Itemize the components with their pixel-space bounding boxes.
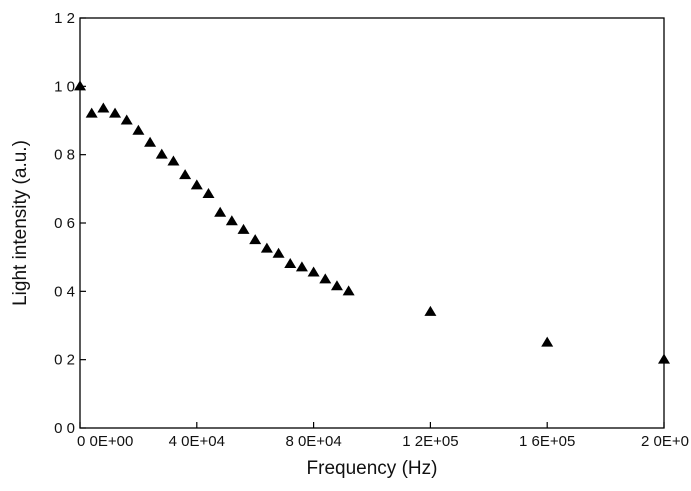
data-point-triangle — [85, 107, 98, 118]
x-tick-labels: 0 0E+00 4 0E+04 8 0E+04 1 2E+05 1 6E+05 2 0E+… — [77, 433, 689, 450]
data-point-triangle — [179, 169, 192, 180]
x-tick-label: 8 0E+04 — [285, 433, 341, 450]
data-point-triangle — [214, 206, 227, 217]
data-point-triangle — [155, 148, 168, 159]
x-axis-title: Frequency (Hz) — [307, 458, 438, 479]
data-point-triangle — [120, 114, 133, 125]
x-tick-label: 4 0E+04 — [169, 433, 225, 450]
x-tick-label: 1 6E+05 — [519, 433, 575, 450]
data-point-triangle — [658, 353, 670, 364]
data-point-triangle — [144, 136, 157, 147]
y-tick-label: 1 2 — [54, 10, 75, 27]
data-point-triangle — [132, 124, 145, 135]
data-point-triangle — [190, 179, 203, 190]
data-point-triangle — [237, 223, 250, 234]
plot-frame — [79, 17, 665, 429]
data-point-triangle — [74, 80, 86, 91]
data-points — [74, 80, 670, 364]
y-tick-label: 0 2 — [54, 352, 75, 369]
y-tick-label: 0 8 — [54, 147, 75, 164]
data-point-triangle — [424, 305, 437, 316]
y-axis-title: Light intensity (a.u.) — [10, 140, 31, 306]
tick-marks — [79, 17, 665, 429]
data-point-triangle — [541, 336, 554, 347]
data-point-triangle — [249, 234, 262, 245]
data-point-triangle — [202, 187, 215, 198]
x-tick-label: 2 0E+0 — [641, 433, 689, 450]
data-point-triangle — [330, 280, 343, 291]
y-tick-labels: 0 0 0 2 0 4 0 6 0 8 1 0 1 2 — [54, 10, 75, 437]
y-tick-label: 0 6 — [54, 215, 75, 232]
x-tick-label: 0 0E+00 — [77, 433, 133, 450]
data-point-triangle — [272, 247, 285, 258]
data-point-triangle — [109, 107, 122, 118]
data-point-triangle — [225, 215, 238, 226]
data-point-triangle — [319, 273, 332, 284]
y-tick-label: 1 0 — [54, 78, 75, 95]
data-point-triangle — [260, 242, 273, 253]
data-point-triangle — [167, 155, 180, 166]
y-tick-label: 0 0 — [54, 420, 75, 437]
y-tick-label: 0 4 — [54, 283, 75, 300]
data-point-triangle — [295, 261, 308, 272]
data-point-triangle — [284, 258, 297, 268]
data-point-triangle — [342, 285, 355, 296]
x-tick-label: 1 2E+05 — [402, 433, 458, 450]
data-point-triangle — [307, 266, 320, 277]
data-point-triangle — [97, 102, 110, 113]
